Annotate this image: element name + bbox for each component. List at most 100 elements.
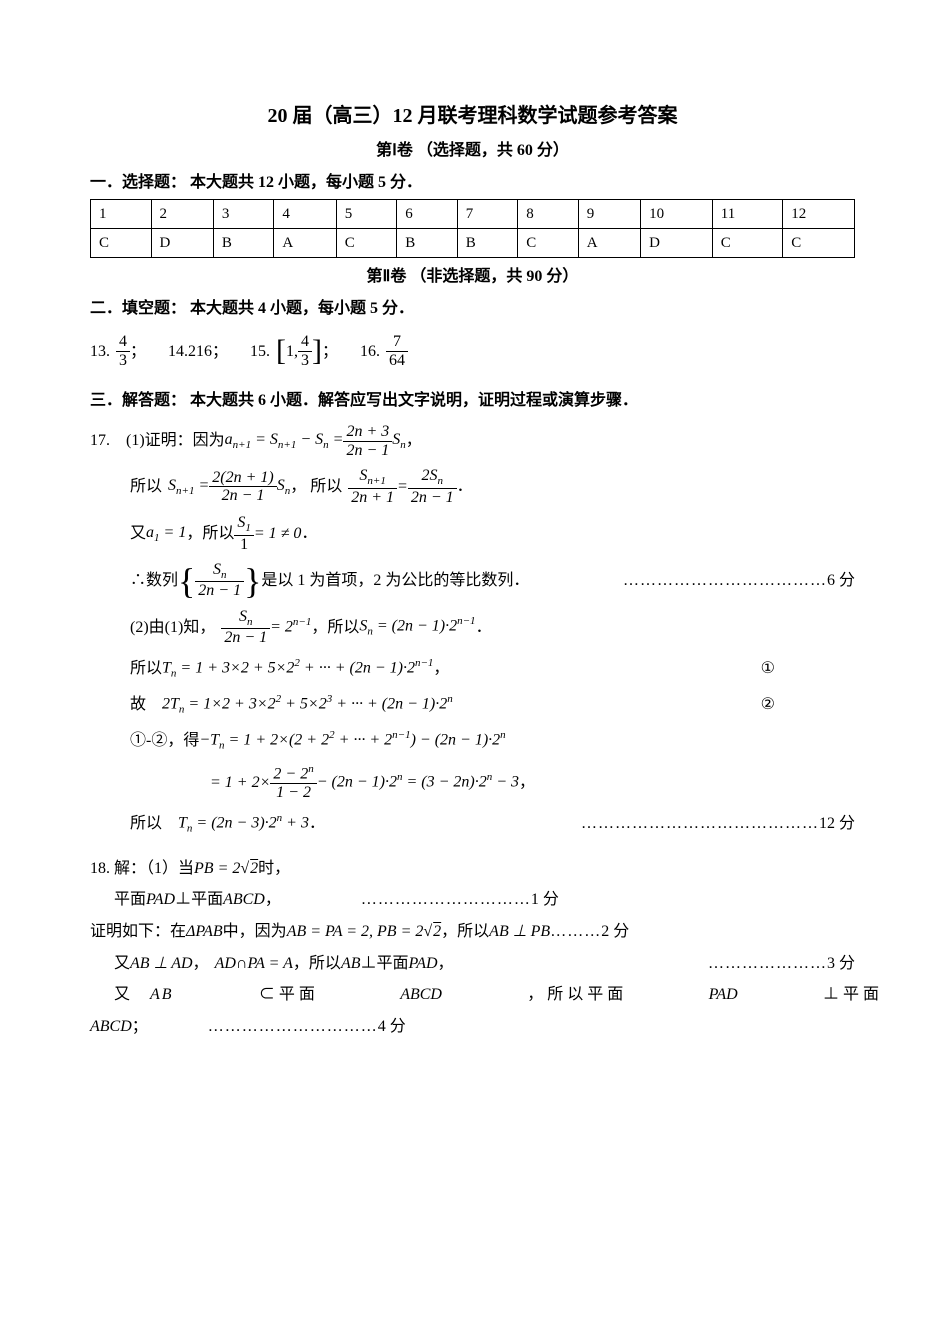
cell-ans: D [641, 229, 713, 258]
fraction: 2 − 2n 1 − 2 [270, 763, 316, 802]
part2-subtitle: 第Ⅱ卷 （非选择题，共 90 分） [90, 264, 855, 290]
q18-line4-d: ⊥平面 [360, 951, 408, 977]
q15-a: 1, [286, 339, 298, 365]
part1-subtitle: 第Ⅰ卷 （选择题，共 60 分） [90, 138, 855, 164]
q17-line1-a: 17. (1)证明：因为 [90, 428, 225, 454]
q18-line1: 18. 解：（1）当 PB = 2√2 时， [90, 856, 855, 882]
math-expr: AB ⊥ AD [130, 951, 193, 977]
fraction: Sn+1 2n + 1 [348, 467, 397, 506]
section1-heading: 一．选择题： 本大题共 12 小题，每小题 5 分． [90, 170, 855, 196]
math-expr: Sn [277, 473, 291, 501]
q18-line6: ABCD ； ………………………… 4 分 [90, 1014, 855, 1040]
q17-line3: 又 a1 = 1 ，所以 S1 1 = 1 ≠ 0 ． [130, 514, 855, 553]
q17-line9: = 1 + 2× 2 − 2n 1 − 2 − (2n − 1)·2n = (3… [210, 763, 855, 802]
math-expr: AD∩PA = A [215, 951, 293, 977]
fill-16: 16. 7 64 [360, 333, 408, 369]
score-2: 2 分 [601, 919, 629, 945]
math-abcd: ABCD [223, 887, 265, 913]
left-brace-icon: { [178, 563, 195, 599]
q18-line4-a: 又 [114, 951, 130, 977]
dots: ……… [550, 919, 601, 945]
dots: ………………………… [208, 1014, 378, 1040]
circled-2-icon: ② [761, 692, 775, 718]
q17-line6-a: 所以 [130, 656, 162, 682]
fraction: 2(2n + 1) 2n − 1 [209, 469, 276, 505]
math-expr: Tn = (2n − 3)·2n + 3 [178, 810, 309, 838]
fill-answers: 13. 4 3 ； 14.216； 15. [ 1, 4 3 ] ； 16. 7… [90, 333, 855, 369]
math-expr: Sn [392, 427, 406, 455]
cell-num: 11 [712, 200, 782, 229]
section3-heading: 三．解答题： 本大题共 6 小题．解答应写出文字说明，证明过程或演算步骤． [90, 388, 855, 414]
q16-fraction: 7 64 [386, 333, 408, 369]
q18-line4-c: ，所以 [293, 951, 341, 977]
q17-line10: 所以 Tn = (2n − 3)·2n + 3 ． ……………………………………… [130, 810, 855, 838]
math-expr: 2Tn = 1×2 + 3×22 + 5×23 + ··· + (2n − 1)… [162, 691, 453, 719]
math-expr: AB ⊥ PB [489, 919, 550, 945]
fraction: 2n + 3 2n − 1 [343, 423, 392, 459]
fraction: S1 1 [234, 514, 254, 553]
cell-ans: C [783, 229, 855, 258]
fraction: Sn 2n − 1 [221, 608, 270, 647]
math-expr: AB = PA = 2, PB = 2√2 [287, 919, 441, 945]
q17-block: 17. (1)证明：因为 an+1 = Sn+1 − Sn = 2n + 3 2… [90, 423, 855, 838]
cell-num: 12 [783, 200, 855, 229]
math-expr: = 1 ≠ 0 [254, 521, 302, 547]
math-expr: = [397, 474, 408, 500]
fraction: 2Sn 2n − 1 [408, 467, 457, 506]
cell-ans: A [578, 229, 640, 258]
q16-label: 16. [360, 339, 380, 365]
q18-line4-e: ， [438, 951, 454, 977]
cell-ans: D [151, 229, 213, 258]
math-pad2: PAD [409, 951, 438, 977]
q17-line6-b: ， [433, 656, 449, 682]
q17-line4-b: 是以 1 为首项，2 为公比的等比数列． [261, 568, 529, 594]
math-pad3: PAD [709, 982, 738, 1008]
table-row: C D B A C B B C A D C C [91, 229, 855, 258]
cell-num: 7 [457, 200, 518, 229]
q18-line2-b: ⊥平面 [175, 887, 223, 913]
dots: …………………………………… [581, 811, 819, 837]
score-4: 4 分 [378, 1014, 406, 1040]
q17-line2-b: ， 所以 [290, 474, 342, 500]
q18-line3-b: 中，因为 [223, 919, 287, 945]
q16-num: 7 [386, 333, 408, 352]
right-bracket-icon: ] [312, 336, 322, 366]
math-ab: AB [341, 951, 361, 977]
score-1: 1 分 [531, 887, 559, 913]
math-expr: −Tn = 1 + 2×(2 + 22 + ··· + 2n−1) − (2n … [199, 727, 505, 755]
q17-line2: 所以 Sn+1 = 2(2n + 1) 2n − 1 Sn ， 所以 Sn+1 … [130, 467, 855, 506]
q18-line3-a: 证明如下：在 [90, 919, 186, 945]
cell-ans: B [213, 229, 274, 258]
q17-line1-b: ， [406, 428, 422, 454]
dots: ………………………… [361, 887, 531, 913]
score-6: 6 分 [827, 568, 855, 594]
fill-15: 15. [ 1, 4 3 ] ； [250, 333, 338, 369]
q17-line6: 所以 Tn = 1 + 3×2 + 5×22 + ··· + (2n − 1)·… [130, 655, 855, 683]
q18-line5-c: ， 所 以 平 面 [527, 982, 623, 1008]
q13-den: 3 [116, 352, 130, 370]
cell-ans: C [518, 229, 579, 258]
page-title: 20 届（高三）12 月联考理科数学试题参考答案 [90, 100, 855, 132]
cell-num: 3 [213, 200, 274, 229]
q18-line2-a: 平面 [114, 887, 146, 913]
q17-line5-a: (2)由(1)知， [130, 615, 215, 641]
q17-line5: (2)由(1)知， Sn 2n − 1 = 2n−1 ，所以 Sn = (2n … [130, 608, 855, 647]
cell-num: 9 [578, 200, 640, 229]
q17-line4-a: ∴数列 [130, 568, 178, 594]
math-pab: ΔPAB [186, 919, 223, 945]
q18-line3-c: ，所以 [441, 919, 489, 945]
q18-line1-b: 时， [258, 856, 290, 882]
q18-line6-a: ； [132, 1014, 148, 1040]
q15-suffix: ； [322, 339, 338, 365]
score-3: 3 分 [827, 951, 855, 977]
q17-line1: 17. (1)证明：因为 an+1 = Sn+1 − Sn = 2n + 3 2… [90, 423, 855, 459]
q18-line5-d: ⊥ 平 面 [823, 982, 879, 1008]
right-brace-icon: } [244, 563, 261, 599]
q13-num: 4 [116, 333, 130, 352]
cell-ans: C [336, 229, 397, 258]
q18-line2-c: ， [265, 887, 281, 913]
q17-line3-a: 又 [130, 521, 146, 547]
score-12: 12 分 [819, 811, 855, 837]
circled-1-icon: ① [761, 656, 775, 682]
cell-ans: B [397, 229, 458, 258]
